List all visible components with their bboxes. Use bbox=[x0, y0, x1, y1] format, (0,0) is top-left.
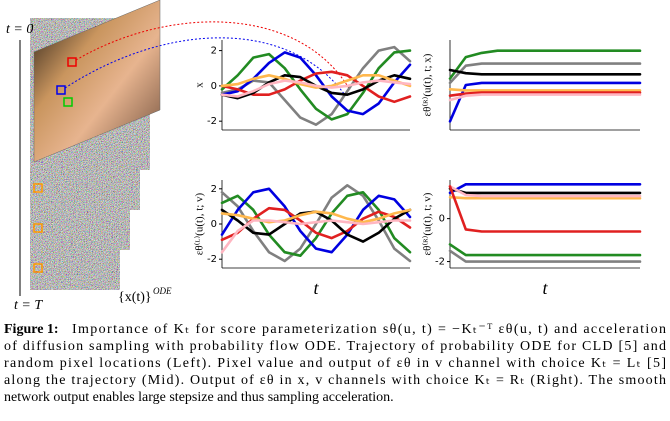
y-tick-label: -2 bbox=[207, 254, 217, 265]
series-line bbox=[448, 91, 642, 97]
caption: Figure 1: Importance of Kₜ for score para… bbox=[4, 322, 666, 405]
series-line bbox=[220, 79, 412, 98]
series-line bbox=[448, 93, 642, 102]
series-line bbox=[220, 49, 412, 121]
series-line bbox=[448, 195, 642, 200]
pixel-marker bbox=[56, 85, 66, 95]
pixel-marker bbox=[33, 263, 43, 273]
series-line bbox=[448, 49, 642, 80]
series-line bbox=[220, 70, 412, 104]
trajectory-sup: ODE bbox=[153, 286, 172, 296]
series-line bbox=[448, 81, 642, 123]
caption-line: of diffusion sampling with probability f… bbox=[4, 339, 666, 354]
y-tick-label: 0 bbox=[211, 219, 217, 230]
caption-line: random pixel locations (Left). Pixel val… bbox=[4, 356, 666, 371]
series-line bbox=[220, 187, 412, 254]
caption-line: Importance of Kₜ for score parameterizat… bbox=[72, 322, 666, 337]
y-axis-label: εθ⁽ᴿ⁾(u(t), t; v) bbox=[422, 192, 434, 255]
y-tick-label: -2 bbox=[435, 257, 445, 268]
trajectory-link bbox=[75, 21, 351, 91]
caption-line: network output enables large stepsize an… bbox=[4, 390, 394, 405]
y-tick-label: 0 bbox=[211, 81, 217, 92]
series-line bbox=[220, 184, 412, 263]
x-axis-label: t bbox=[542, 278, 548, 298]
t-top: t = 0 bbox=[6, 22, 33, 37]
pixel-marker bbox=[33, 183, 43, 193]
series-line bbox=[220, 191, 412, 257]
caption-label: Figure 1: bbox=[4, 322, 59, 337]
caption-line: along the trajectory (Mid). Output of εθ… bbox=[4, 373, 666, 388]
y-tick-label: 2 bbox=[211, 46, 217, 57]
series-line bbox=[448, 183, 642, 195]
y-axis-label: x bbox=[194, 82, 206, 88]
series-line bbox=[448, 185, 642, 233]
series-line bbox=[220, 45, 412, 126]
pixel-marker bbox=[63, 97, 73, 107]
trajectory-label: {x(t)} bbox=[118, 290, 152, 305]
series-line bbox=[220, 74, 412, 89]
y-tick-label: -2 bbox=[207, 116, 217, 127]
y-axis-label: εθ⁽ᴿ⁾(u(t), t; x) bbox=[422, 53, 434, 116]
series-line bbox=[220, 208, 412, 224]
y-tick-label: 0 bbox=[439, 214, 445, 225]
series-line bbox=[448, 187, 642, 195]
series-line bbox=[448, 185, 642, 198]
y-axis-label: εθ⁽ᴸ⁾(u(t), t; v) bbox=[194, 192, 206, 255]
series-line bbox=[448, 62, 642, 85]
series-line bbox=[220, 219, 412, 254]
pixel-marker bbox=[67, 57, 77, 67]
face-image bbox=[33, 0, 161, 163]
noise-stack bbox=[19, 0, 351, 296]
series-line bbox=[448, 68, 642, 76]
series-line bbox=[448, 243, 642, 257]
y-tick-label: 2 bbox=[211, 184, 217, 195]
x-axis-label: t bbox=[313, 278, 319, 298]
series-line bbox=[448, 88, 642, 92]
series-line bbox=[448, 249, 642, 263]
trajectory-link bbox=[64, 37, 346, 96]
pixel-marker bbox=[33, 223, 43, 233]
t-bottom: t = T bbox=[14, 298, 43, 313]
